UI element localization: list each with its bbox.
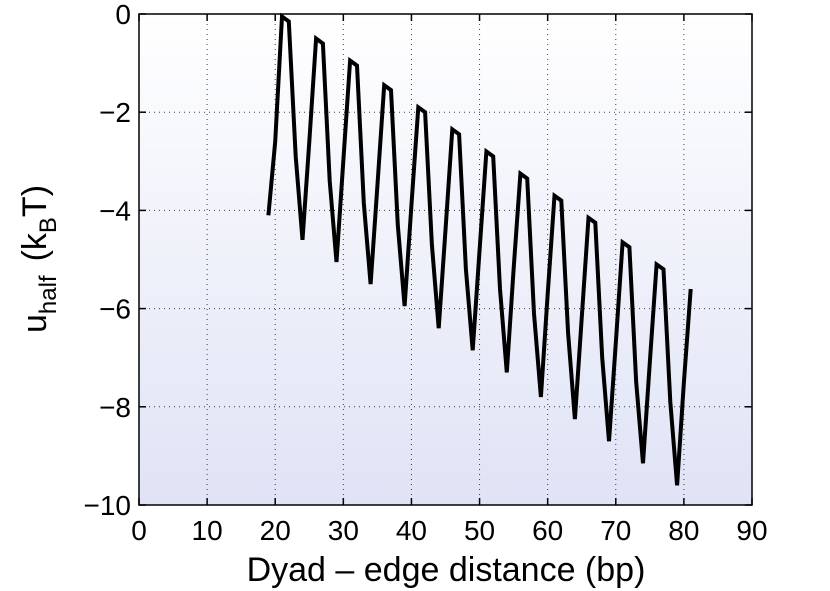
y-axis-label-sub: half [35,275,62,314]
x-axis-label: Dyad – edge distance (bp) [247,551,646,589]
y-tick-label: −2 [99,97,131,128]
svg-text:uhalf(kBT): uhalf (kBT) [16,185,62,333]
y-tick-label: 0 [115,0,131,30]
y-tick-label: −6 [99,294,131,325]
x-tick-label: 70 [600,515,631,546]
plot-frame [138,13,753,506]
y-axis-label-main: u [16,314,54,333]
y-tick-label: −10 [84,490,132,521]
y-axis-label-unit-sub: B [35,217,62,233]
x-tick-label: 30 [328,515,359,546]
x-tick-label: 50 [464,515,495,546]
x-tick-labels: 0 10 20 30 40 50 60 70 80 90 [131,515,767,546]
y-tick-label: −4 [99,195,131,226]
y-tick-labels: 0 −2 −4 −6 −8 −10 [84,0,132,521]
y-axis-label: uhalf (kBT) [16,185,62,333]
y-tick-label: −8 [99,392,131,423]
plot-background [139,14,752,505]
x-tick-label: 40 [396,515,427,546]
x-tick-label: 20 [260,515,291,546]
x-tick-label: 80 [668,515,699,546]
grid-lines [139,14,752,505]
x-tick-label: 10 [192,515,223,546]
x-tick-label: 60 [532,515,563,546]
x-tick-label: 90 [736,515,767,546]
series-line [266,12,693,486]
y-axis-label-unit-close: T) [16,185,54,217]
x-tick-label: 0 [131,515,147,546]
y-axis-label-unit-open: (k [16,232,54,261]
